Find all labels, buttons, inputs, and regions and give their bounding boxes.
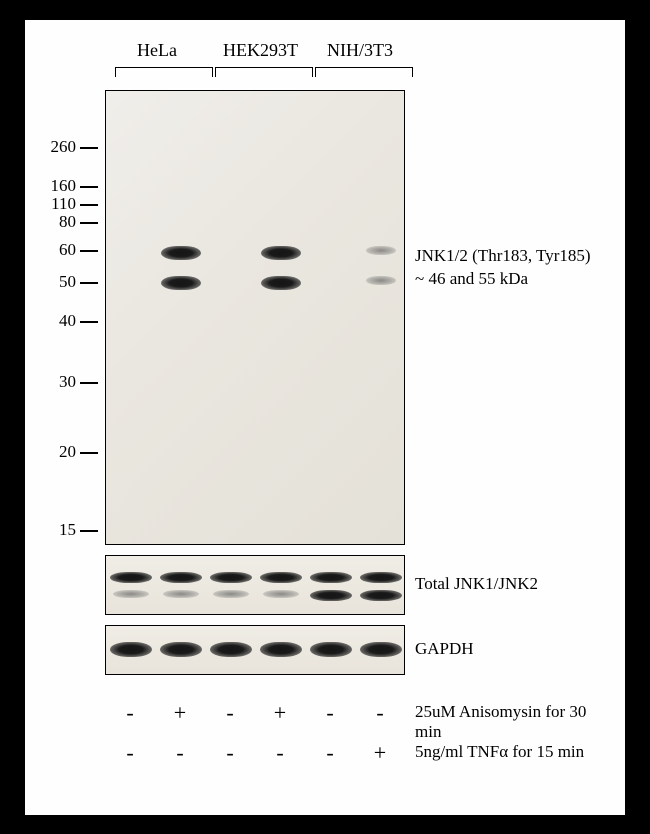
phospho-band	[161, 246, 201, 260]
mw-marker: 50	[59, 272, 98, 292]
phospho-band	[261, 276, 301, 290]
phospho-band	[366, 276, 396, 285]
mw-marker: 15	[59, 520, 98, 540]
phospho-band	[161, 276, 201, 290]
phospho-band	[261, 246, 301, 260]
gapdh-band	[260, 642, 302, 657]
treatment-row: -----+5ng/ml TNFα for 15 min	[105, 740, 605, 768]
gapdh-text: GAPDH	[415, 639, 474, 658]
phospho-label-line1: JNK1/2 (Thr183, Tyr185)	[415, 246, 591, 265]
phospho-label-line2: ~ 46 and 55 kDa	[415, 269, 528, 288]
total-jnk-blot	[105, 555, 405, 615]
total-jnk-band	[113, 590, 149, 598]
total-jnk-band	[310, 590, 352, 601]
total-jnk-band	[213, 590, 249, 598]
treatment-mark: -	[305, 740, 355, 766]
gapdh-band	[160, 642, 202, 657]
mw-marker: 110	[51, 194, 98, 214]
treatment-mark: -	[355, 700, 405, 726]
total-jnk-band	[360, 590, 402, 601]
gapdh-band	[210, 642, 252, 657]
total-jnk-band	[110, 572, 152, 583]
mw-marker: 60	[59, 240, 98, 260]
lane-bracket	[315, 67, 413, 77]
cell-line-label: NIH/3T3	[327, 40, 393, 61]
treatment-label: 5ng/ml TNFα for 15 min	[415, 742, 584, 762]
gapdh-band	[110, 642, 152, 657]
mw-marker-column: 260 16011080 60 50 40 30 20 15	[43, 110, 98, 550]
treatment-mark: -	[305, 700, 355, 726]
treatment-mark: -	[205, 740, 255, 766]
cell-line-header: HeLa HEK293T NIH/3T3	[115, 45, 415, 95]
treatment-mark: -	[105, 740, 155, 766]
mw-marker: 80	[59, 212, 98, 232]
gapdh-band	[360, 642, 402, 657]
treatment-row: -+-+--25uM Anisomysin for 30 min	[105, 700, 605, 728]
total-jnk-band	[263, 590, 299, 598]
treatment-label: 25uM Anisomysin for 30 min	[415, 702, 605, 742]
treatment-mark: -	[205, 700, 255, 726]
mw-marker: 20	[59, 442, 98, 462]
mw-marker: 40	[59, 311, 98, 331]
total-jnk-band	[310, 572, 352, 583]
total-jnk-band	[210, 572, 252, 583]
gapdh-label: GAPDH	[415, 638, 474, 661]
cell-line-label: HEK293T	[223, 40, 298, 61]
total-jnk-band	[163, 590, 199, 598]
treatment-mark: -	[155, 740, 205, 766]
lane-bracket	[215, 67, 313, 77]
treatment-mark: -	[105, 700, 155, 726]
total-jnk-text: Total JNK1/JNK2	[415, 574, 538, 593]
lane-bracket	[115, 67, 213, 77]
gapdh-blot	[105, 625, 405, 675]
mw-marker: 260	[51, 137, 99, 157]
total-jnk-band	[360, 572, 402, 583]
figure-panel: HeLa HEK293T NIH/3T3 260 16011080 60 50 40 30…	[25, 20, 625, 815]
treatment-mark: -	[255, 740, 305, 766]
treatment-mark: +	[255, 700, 305, 726]
phospho-band	[366, 246, 396, 255]
mw-marker: 160	[51, 176, 99, 196]
total-jnk-band	[160, 572, 202, 583]
mw-marker: 30	[59, 372, 98, 392]
treatment-mark: +	[155, 700, 205, 726]
total-jnk-label: Total JNK1/JNK2	[415, 573, 538, 596]
phospho-band-label: JNK1/2 (Thr183, Tyr185) ~ 46 and 55 kDa	[415, 245, 591, 291]
total-jnk-band	[260, 572, 302, 583]
cell-line-label: HeLa	[137, 40, 177, 61]
treatment-mark: +	[355, 740, 405, 766]
phospho-blot	[105, 90, 405, 545]
gapdh-band	[310, 642, 352, 657]
